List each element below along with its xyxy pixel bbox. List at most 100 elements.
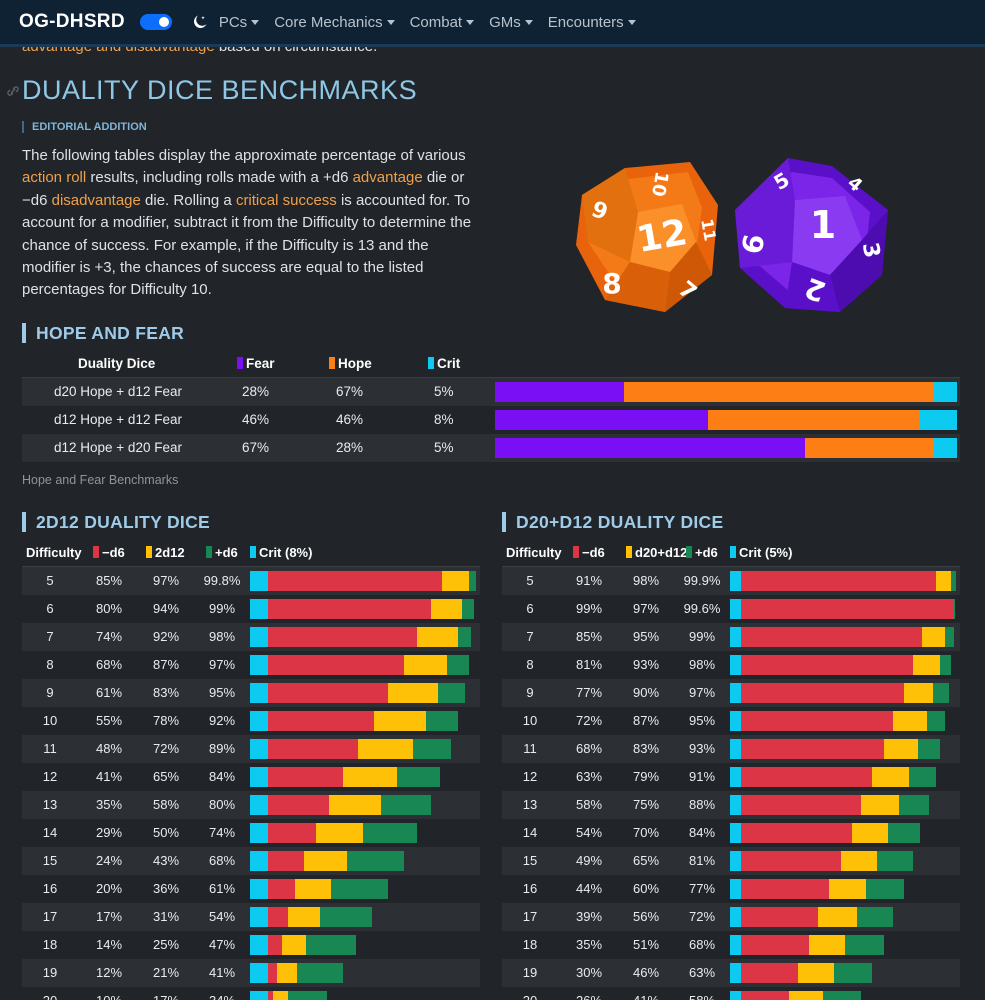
crit-bar-segment	[250, 655, 269, 675]
nav-gms-dropdown[interactable]: GMs	[489, 14, 533, 31]
base-roll-bar-segment	[892, 711, 927, 731]
difficulty-cell: 7	[526, 629, 534, 644]
difficulty-row: 17 39% 56% 72%	[502, 903, 960, 931]
base-roll-cell: 21%	[152, 965, 180, 980]
critical-success-link[interactable]: critical success	[235, 191, 337, 209]
link-anchor-icon[interactable]	[6, 84, 20, 103]
crit-bar-segment	[250, 711, 269, 731]
theme-toggle-switch[interactable]	[139, 14, 172, 30]
nav-encounters-dropdown[interactable]: Encounters	[548, 14, 636, 31]
crit-bar-segment	[933, 382, 957, 402]
difficulty-row: 5 85% 97% 99.8%	[22, 567, 480, 595]
minus-d6-bar-segment	[268, 851, 305, 871]
minus-d6-cell: 54%	[575, 825, 603, 840]
minus-d6-cell: 81%	[575, 657, 603, 672]
plus-d6-cell: 84%	[688, 825, 716, 840]
base-roll-cell: 58%	[152, 797, 180, 812]
crit-bar-segment	[250, 907, 269, 927]
col-crit-swatch	[730, 546, 736, 558]
plus-d6-cell: 95%	[208, 685, 236, 700]
plus-d6-cell: 88%	[688, 797, 716, 812]
minus-d6-bar-segment	[741, 795, 862, 815]
probability-bar	[250, 963, 343, 983]
base-roll-bar-segment	[861, 795, 900, 815]
minus-d6-cell: 17%	[95, 909, 123, 924]
minus-d6-cell: 41%	[95, 769, 123, 784]
difficulty-row: 14 54% 70% 84%	[502, 819, 960, 847]
hope-fear-bar	[495, 382, 957, 402]
col-crit: Crit (5%)	[730, 539, 792, 567]
base-roll-bar-segment	[922, 627, 945, 647]
difficulty-row: 2010%17%34%	[22, 987, 480, 1000]
difficulty-row: 6 80% 94% 99%	[22, 595, 480, 623]
difficulty-row: 15 49% 65% 81%	[502, 847, 960, 875]
col-crit-swatch	[250, 546, 256, 558]
plus-d6-bar-segment	[926, 711, 945, 731]
nav-pcs-dropdown[interactable]: PCs	[219, 14, 260, 31]
plus-d6-bar-segment	[933, 683, 950, 703]
difficulty-cell: 8	[526, 657, 534, 672]
plus-d6-bar-segment	[426, 711, 458, 731]
advantage-link[interactable]: advantage	[352, 169, 423, 187]
crit-bar-segment	[730, 935, 742, 955]
crit-bar-segment	[730, 963, 742, 983]
plus-d6-bar-segment	[381, 795, 431, 815]
difficulty-row: 14 29% 50% 74%	[22, 819, 480, 847]
minus-d6-bar-segment	[268, 571, 443, 591]
probability-bar	[730, 963, 873, 983]
base-roll-cell: 17%	[136, 987, 196, 1000]
brand-logo[interactable]: OG-DHSRD	[19, 11, 125, 32]
difficulty-cell: 9	[526, 685, 534, 700]
base-roll-bar-segment	[358, 739, 413, 759]
base-roll-cell: 56%	[632, 909, 660, 924]
base-roll-bar-segment	[430, 599, 463, 619]
dice-cell: d20 Hope + d12 Fear	[54, 384, 182, 399]
difficulty-row: 16 20% 36% 61%	[22, 875, 480, 903]
plus-d6-bar-segment	[306, 935, 357, 955]
minus-d6-cell: 48%	[95, 741, 123, 756]
plus-d6-cell: 99.9%	[683, 573, 721, 588]
probability-bar	[730, 851, 914, 871]
minus-d6-cell: 24%	[95, 853, 123, 868]
duality-dice-illustration: 12 8 6 10 7 11 1 2 6 5 3 4	[570, 150, 900, 320]
svg-text:11: 11	[697, 217, 720, 242]
difficulty-cell: 18	[42, 937, 58, 952]
difficulty-cell: 14	[522, 825, 538, 840]
plus-d6-bar-segment	[944, 627, 954, 647]
crit-bar-segment	[730, 571, 742, 591]
col-base-roll: d20+d12	[626, 539, 687, 567]
crit-bar-segment	[250, 683, 269, 703]
difficulty-cell: 7	[46, 629, 54, 644]
minus-d6-bar-segment	[741, 823, 853, 843]
svg-text:12: 12	[634, 212, 690, 261]
col-base-roll-swatch	[146, 546, 152, 558]
difficulty-cell: 5	[46, 573, 54, 588]
probability-bar	[250, 739, 452, 759]
base-roll-cell: 43%	[152, 853, 180, 868]
col-plus-d6-swatch	[206, 546, 212, 558]
difficulty-cell: 15	[42, 853, 58, 868]
svg-text:3: 3	[857, 241, 884, 260]
2d12-table: Difficulty −d6 2d12 +d6 Crit (8%) 5 85% 97% 99.8…	[22, 539, 480, 1000]
difficulty-row: 13 35% 58% 80%	[22, 791, 480, 819]
col-fear: Fear	[237, 350, 275, 378]
base-roll-cell: 79%	[632, 769, 660, 784]
disadvantage-link[interactable]: disadvantage	[51, 191, 141, 209]
difficulty-cell: 5	[526, 573, 534, 588]
base-roll-bar-segment	[417, 627, 458, 647]
plus-d6-cell: 99.8%	[203, 573, 241, 588]
nav-combat-dropdown[interactable]: Combat	[410, 14, 475, 31]
hope-fear-bar	[495, 410, 957, 430]
plus-d6-bar-segment	[953, 599, 956, 619]
action-roll-link[interactable]: action roll	[22, 169, 87, 187]
plus-d6-bar-segment	[362, 823, 418, 843]
nav-core-mechanics-dropdown[interactable]: Core Mechanics	[274, 14, 395, 31]
minus-d6-bar-segment	[741, 963, 798, 983]
minus-d6-cell: 20%	[95, 881, 123, 896]
minus-d6-bar-segment	[741, 571, 936, 591]
col-plus-d6: +d6	[206, 539, 238, 567]
crit-bar-segment	[730, 655, 742, 675]
base-roll-cell: 60%	[632, 881, 660, 896]
col-minus-d6: −d6	[573, 539, 605, 567]
base-roll-bar-segment	[315, 823, 363, 843]
